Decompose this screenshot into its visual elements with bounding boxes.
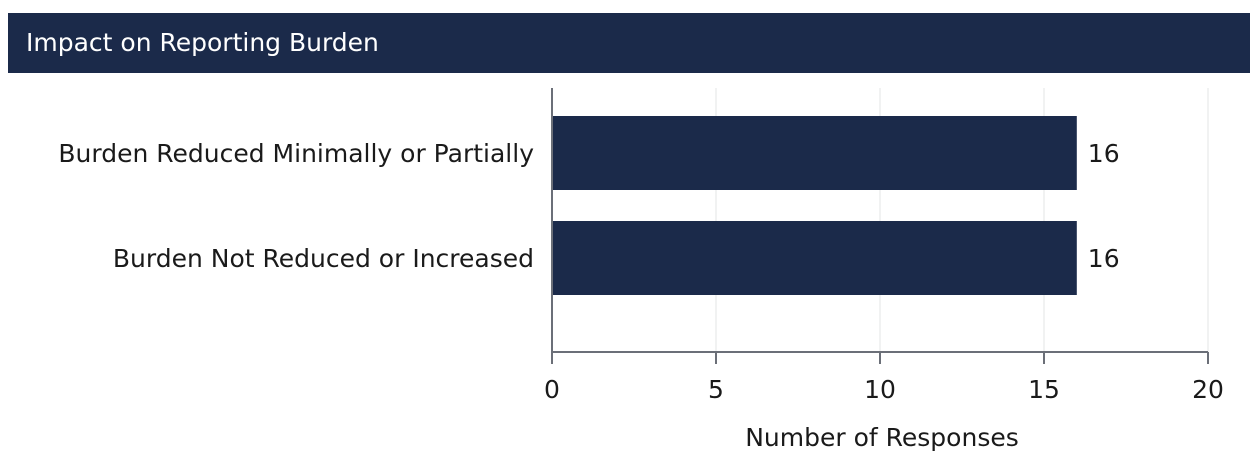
x-tick-label: 15: [1028, 375, 1060, 404]
data-label: 16: [1088, 139, 1120, 168]
x-tick-label: 0: [544, 375, 560, 404]
category-labels: Burden Reduced Minimally or Partially Bur…: [58, 139, 534, 273]
x-tick-label: 20: [1192, 375, 1224, 404]
x-ticks: 0 5 10 15 20: [544, 352, 1224, 404]
x-axis-title: Number of Responses: [745, 423, 1019, 452]
chart-title-banner: Impact on Reporting Burden: [8, 13, 1250, 73]
chart-title: Impact on Reporting Burden: [26, 28, 379, 57]
category-label: Burden Reduced Minimally or Partially: [58, 139, 534, 168]
bar: [552, 221, 1077, 295]
bars: [552, 116, 1077, 295]
data-label: 16: [1088, 244, 1120, 273]
x-tick-label: 5: [708, 375, 724, 404]
x-tick-label: 10: [864, 375, 896, 404]
category-label: Burden Not Reduced or Increased: [113, 244, 534, 273]
bar: [552, 116, 1077, 190]
